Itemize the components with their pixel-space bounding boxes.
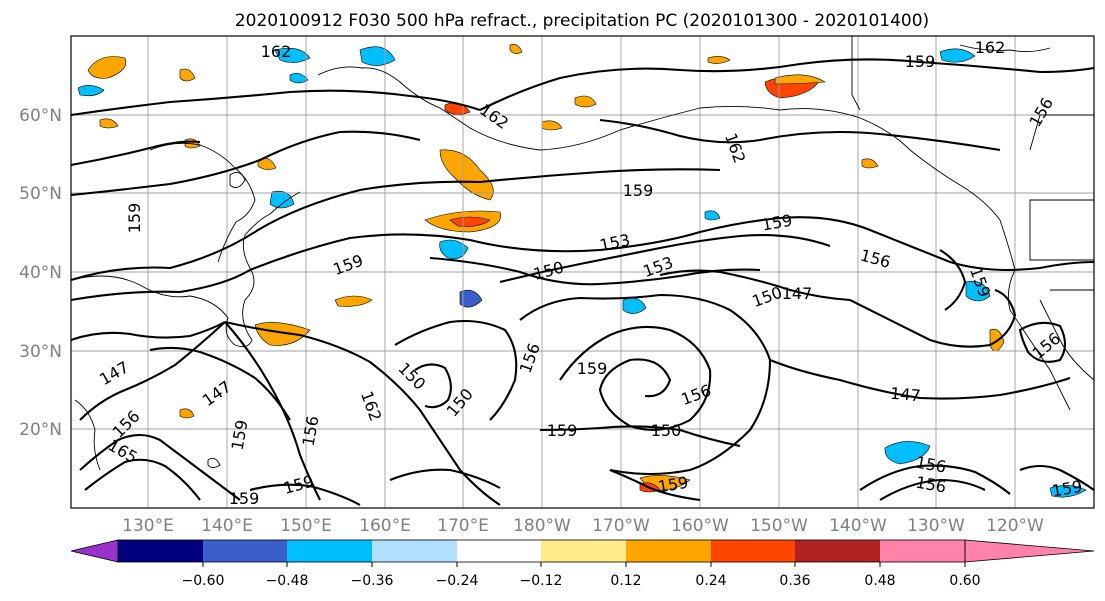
lat-label: 30°N (19, 342, 62, 362)
colorbar-segment (711, 540, 795, 562)
colorbar-tick-label: 0.24 (695, 573, 726, 589)
precipitation-shading (77, 44, 1087, 498)
map-title: 2020100912 F030 500 hPa refract., precip… (235, 11, 929, 31)
contour-label: 159 (623, 181, 654, 200)
colorbar-segment (457, 540, 541, 562)
lon-label: 150°E (280, 516, 332, 536)
lon-label: 160°W (671, 516, 729, 536)
lon-label: 180°W (513, 516, 571, 536)
lon-label: 120°W (986, 516, 1044, 536)
colorbar: −0.60 −0.48 −0.36 −0.24 −0.12 0.12 0.24 … (70, 539, 1095, 589)
colorbar-tick-label: −0.12 (520, 573, 563, 589)
contour-label: 159 (577, 359, 608, 378)
lon-label: 140°W (829, 516, 887, 536)
lon-label: 130°W (907, 516, 965, 536)
colorbar-tick-label: 0.48 (864, 573, 895, 589)
lat-label: 60°N (19, 106, 62, 126)
colorbar-tick-label: −0.36 (351, 573, 394, 589)
lat-label: 50°N (19, 184, 62, 204)
lon-label: 130°E (122, 516, 174, 536)
colorbar-ticks (202, 562, 966, 567)
latitude-labels: 60°N 50°N 40°N 30°N 20°N (19, 106, 62, 440)
contour-label: 159 (547, 421, 578, 440)
lon-label: 170°E (437, 516, 489, 536)
colorbar-segment (372, 540, 457, 562)
contour-label: 159 (229, 489, 260, 508)
colorbar-segment (541, 540, 626, 562)
contour-label: 147 (782, 284, 813, 303)
colorbar-tick-label: 0.12 (610, 573, 641, 589)
colorbar-segment (118, 540, 203, 562)
coastlines (70, 36, 1095, 471)
lon-label: 160°E (359, 516, 411, 536)
longitude-labels: 130°E 140°E 150°E 160°E 170°E 180°W 170°… (122, 516, 1044, 536)
contour-label: 162 (975, 38, 1006, 57)
lon-label: 150°W (750, 516, 808, 536)
lon-label: 170°W (592, 516, 650, 536)
colorbar-tick-label: 0.36 (779, 573, 810, 589)
contour-label: 159 (905, 52, 936, 71)
lon-label: 140°E (201, 516, 253, 536)
colorbar-segment (287, 540, 372, 562)
colorbar-segment (626, 540, 711, 562)
map-frame (70, 35, 1095, 509)
lat-label: 40°N (19, 263, 62, 283)
lat-label: 20°N (19, 420, 62, 440)
colorbar-segment (203, 540, 287, 562)
contour-label: 147 (889, 384, 921, 406)
contour-label: 162 (261, 42, 292, 61)
colorbar-tick-label: −0.60 (182, 573, 225, 589)
colorbar-tick-label: −0.24 (436, 573, 479, 589)
colorbar-tick-label: 0.60 (949, 573, 980, 589)
colorbar-right-tip (964, 539, 1095, 563)
contour-label: 159 (125, 203, 144, 234)
colorbar-segment (795, 540, 880, 562)
colorbar-left-extend (70, 539, 119, 563)
map-panel: 162 159 162 162 159 156 162 159 153 150 … (70, 35, 1095, 509)
colorbar-tick-label: −0.48 (266, 573, 309, 589)
contour-label: 150 (651, 421, 682, 440)
refractivity-contours (70, 58, 1095, 506)
